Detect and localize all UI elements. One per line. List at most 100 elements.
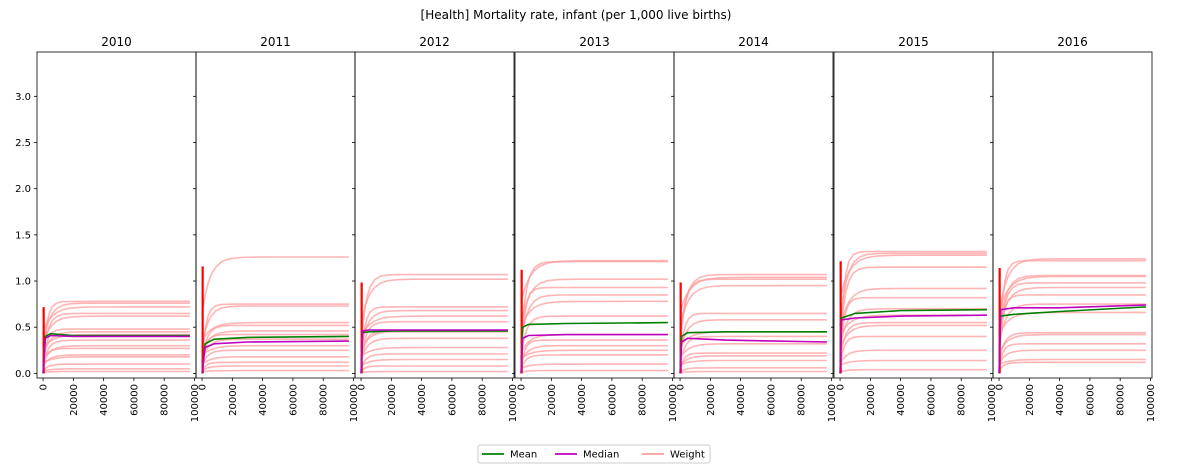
weight-line	[998, 343, 1146, 370]
y-tick-label: 0.0	[15, 369, 31, 380]
weight-line	[679, 359, 827, 366]
panel-title: 2010	[101, 35, 132, 49]
x-tick-label: 20000	[866, 384, 877, 416]
weight-line	[360, 331, 508, 368]
weight-line	[839, 335, 987, 368]
x-tick-label: 40000	[736, 384, 747, 416]
panel-title: 2014	[738, 35, 769, 49]
median-line	[42, 334, 190, 374]
panel-lines	[520, 259, 668, 374]
panel-lines	[998, 258, 1146, 374]
x-tick-label: 60000	[926, 384, 937, 416]
weight-line	[42, 356, 190, 364]
x-tick-label: 80000	[957, 384, 968, 416]
x-tick-label: 80000	[319, 384, 330, 416]
legend: Mean Median Weight	[477, 444, 711, 464]
mean-line	[839, 308, 987, 374]
x-tick-label: 80000	[1116, 384, 1127, 416]
panel-2011: 2011 0 20000 40000 60000 80000 100000	[193, 35, 360, 422]
x-tick-label: 20000	[69, 384, 80, 416]
weight-line	[839, 349, 987, 365]
x-tick-label: 40000	[896, 384, 907, 416]
x-tick-label: 20000	[228, 384, 239, 416]
x-tick-label: 80000	[160, 384, 171, 416]
x-tick-label: 20000	[547, 384, 558, 416]
panels-group: 2010 0.0 0.5 1.0 1.5 2.0 2.5 3.0 0 20000 40000 6000…	[15, 35, 1157, 422]
x-tick-label: 100000	[508, 384, 519, 422]
mean-line	[360, 330, 508, 374]
x-tick-label: 40000	[99, 384, 110, 416]
x-tick-label: 0	[517, 384, 528, 390]
x-tick-label: 0	[198, 384, 209, 390]
weight-line	[42, 347, 190, 370]
x-tick-label: 100000	[1146, 384, 1157, 422]
weight-line	[520, 260, 668, 344]
panel-lines	[201, 256, 349, 374]
y-tick-label: 0.5	[15, 323, 31, 334]
legend-label: Mean	[510, 450, 537, 461]
panel-lines	[42, 300, 190, 374]
panel-2016: 2016 0 20000 40000 60000 80000 100000	[990, 35, 1157, 422]
x-tick-label: 20000	[387, 384, 398, 416]
legend-entry-median: Median	[555, 450, 619, 461]
x-tick-label: 100000	[827, 384, 838, 422]
weight-line	[42, 306, 190, 332]
weight-line	[520, 354, 668, 369]
weight-line	[839, 321, 987, 360]
panel-title: 2013	[579, 35, 610, 49]
weight-line	[998, 361, 1146, 371]
panel-frame	[514, 51, 675, 379]
x-tick-label: 80000	[797, 384, 808, 416]
weight-line	[679, 273, 827, 335]
weight-line	[42, 368, 190, 372]
panel-frame	[673, 51, 834, 379]
weight-line	[201, 303, 349, 364]
x-tick-label: 20000	[706, 384, 717, 416]
y-tick-label: 1.0	[15, 277, 31, 288]
x-tick-label: 80000	[478, 384, 489, 416]
x-tick-label: 0	[995, 384, 1006, 390]
panel-2010: 2010 0.0 0.5 1.0 1.5 2.0 2.5 3.0 0 20000 40000 6000…	[15, 35, 201, 422]
x-tick-label: 0	[676, 384, 687, 390]
x-tick-label: 40000	[258, 384, 269, 416]
mean-line	[520, 321, 668, 374]
x-tick-label: 40000	[577, 384, 588, 416]
weight-line	[42, 363, 190, 372]
y-tick-label: 1.5	[15, 230, 31, 241]
weight-line	[839, 359, 987, 366]
x-tick-label: 80000	[638, 384, 649, 416]
legend-items: Mean Median Weight	[482, 450, 705, 461]
x-tick-label: 60000	[766, 384, 777, 416]
weight-line	[360, 315, 508, 338]
panel-2015: 2015 0 20000 40000 60000 80000 100000	[831, 35, 998, 422]
panel-frame	[992, 51, 1153, 379]
weight-line	[360, 346, 508, 358]
panel-title: 2015	[898, 35, 929, 49]
y-tick-label: 3.0	[15, 92, 31, 103]
panel-frame	[354, 51, 515, 379]
legend-entry-mean: Mean	[482, 450, 537, 461]
weight-line	[679, 276, 827, 314]
weight-line	[839, 254, 987, 300]
mean-line	[998, 306, 1146, 374]
x-tick-label: 100000	[190, 384, 201, 422]
median-line	[201, 340, 349, 374]
x-tick-label: 0	[836, 384, 847, 390]
x-tick-label: 100000	[987, 384, 998, 422]
legend-label: Weight	[670, 450, 705, 461]
panel-2013: 2013 0 20000 40000 60000 80000 100000	[512, 35, 679, 422]
x-tick-label: 60000	[1085, 384, 1096, 416]
panel-lines	[839, 250, 987, 374]
x-tick-label: 60000	[288, 384, 299, 416]
weight-line	[998, 282, 1146, 349]
weight-line	[520, 278, 668, 326]
x-tick-label: 60000	[447, 384, 458, 416]
panel-frame	[195, 51, 356, 379]
panel-lines	[679, 273, 827, 374]
weight-line	[520, 369, 668, 374]
legend-entry-weight: Weight	[642, 450, 705, 461]
y-tick-label: 2.0	[15, 184, 31, 195]
legend-frame	[477, 444, 711, 464]
weight-line	[998, 331, 1146, 363]
